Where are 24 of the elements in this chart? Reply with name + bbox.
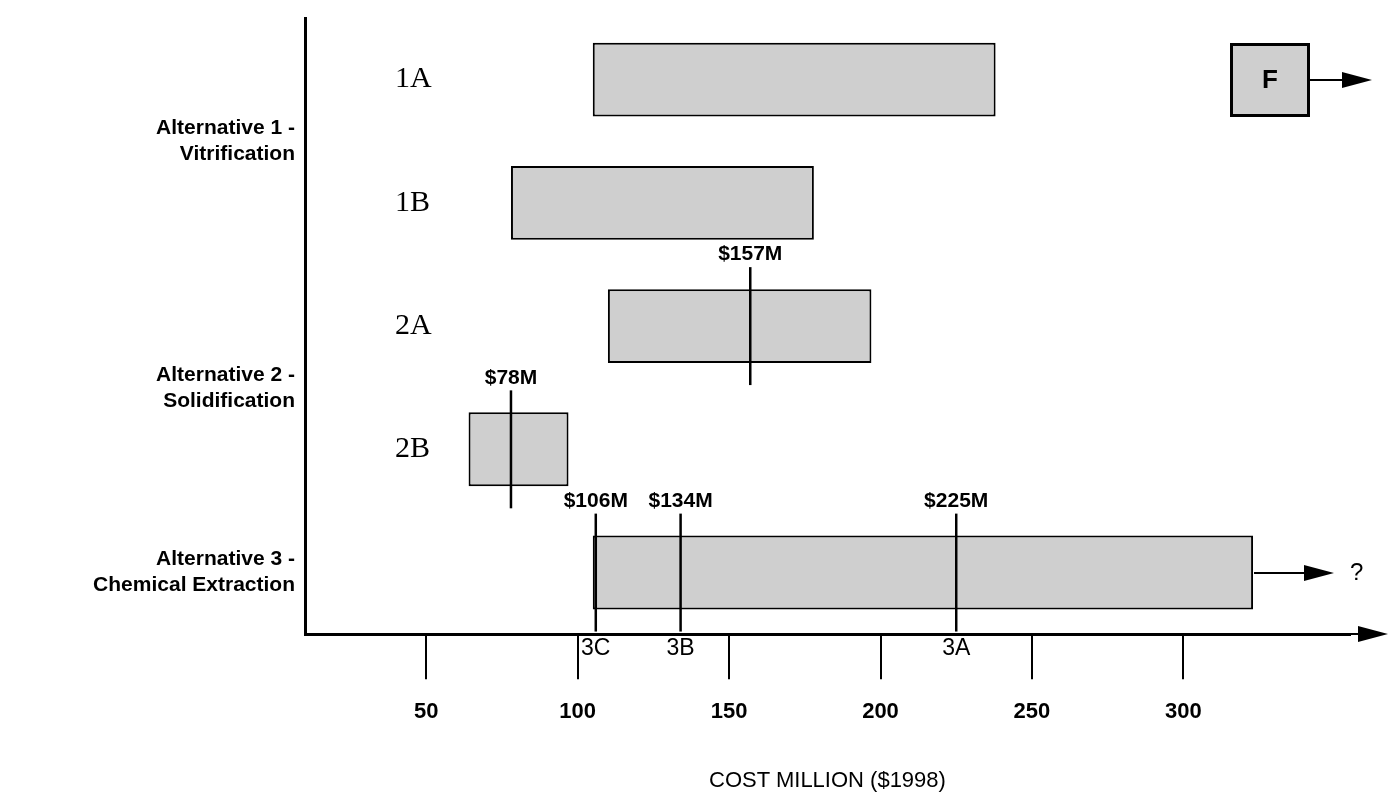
x-tick-label: 300: [1165, 698, 1202, 724]
annotation: ?: [1350, 557, 1364, 586]
annotation: 3A: [942, 634, 971, 661]
ref-line-label: $225M: [924, 487, 989, 511]
ref-line-label: $134M: [648, 487, 713, 511]
x-tick-label: 200: [862, 698, 899, 724]
annotation: F: [1230, 42, 1310, 117]
text: Alternative 3 - Chemical Extraction: [93, 546, 295, 596]
x-axis-title: COST MILLION ($1998): [709, 766, 946, 792]
y-tick-label: 2B: [395, 430, 431, 464]
annotation: 3C: [581, 634, 611, 661]
ref-line-label: $78M: [484, 364, 538, 388]
ref-line-label: $157M: [718, 241, 783, 265]
y-tick-label: 1B: [395, 183, 431, 217]
text: Alternative 2 - Solidification: [156, 361, 295, 411]
x-tick-label: 100: [559, 698, 596, 724]
y-tick-label: 1A: [395, 60, 432, 94]
x-tick-label: 50: [413, 698, 439, 724]
annotation: 3B: [666, 634, 695, 661]
text: Alternative 1 - Vitrification: [156, 115, 295, 165]
ref-line-label: $106M: [563, 487, 628, 511]
x-tick-label: 250: [1013, 698, 1051, 724]
y-tick-label: 2A: [395, 306, 432, 340]
x-tick-label: 150: [710, 698, 748, 724]
